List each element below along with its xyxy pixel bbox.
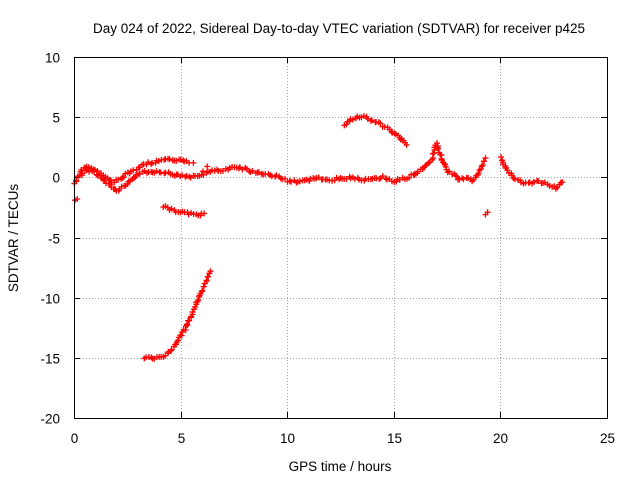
x-tick-label: 25 bbox=[600, 431, 615, 446]
data-point bbox=[382, 175, 389, 182]
data-point bbox=[482, 155, 489, 162]
data-point bbox=[199, 287, 206, 294]
data-point bbox=[403, 141, 410, 148]
data-point bbox=[368, 117, 375, 124]
data-point bbox=[165, 348, 172, 355]
data-point bbox=[85, 164, 92, 171]
data-point bbox=[186, 317, 193, 324]
data-point bbox=[364, 115, 371, 122]
data-point bbox=[207, 268, 214, 275]
data-point bbox=[179, 172, 186, 179]
y-tick-label: 0 bbox=[52, 171, 60, 186]
data-point bbox=[482, 211, 489, 218]
data-point bbox=[201, 210, 208, 217]
y-tick-label: 5 bbox=[52, 111, 60, 126]
data-point bbox=[460, 176, 467, 183]
data-point bbox=[435, 145, 442, 152]
y-tick-label: 10 bbox=[45, 51, 60, 66]
data-point bbox=[288, 178, 295, 185]
data-point bbox=[475, 170, 482, 177]
data-point bbox=[303, 176, 310, 183]
data-point bbox=[183, 321, 190, 328]
data-point bbox=[478, 163, 485, 170]
data-point bbox=[235, 165, 242, 172]
data-point bbox=[153, 168, 160, 175]
data-point bbox=[168, 346, 175, 353]
data-point bbox=[391, 130, 398, 137]
data-point bbox=[178, 332, 185, 339]
data-point bbox=[204, 163, 211, 170]
x-tick-label: 20 bbox=[493, 431, 508, 446]
data-point bbox=[422, 162, 429, 169]
data-point bbox=[200, 283, 207, 290]
series-4 bbox=[341, 112, 410, 148]
data-point bbox=[166, 156, 173, 163]
series-0 bbox=[71, 164, 419, 194]
data-point bbox=[434, 144, 441, 151]
data-point bbox=[430, 150, 437, 157]
data-point bbox=[406, 174, 413, 181]
x-tick-label: 5 bbox=[178, 431, 186, 446]
data-point bbox=[155, 158, 162, 165]
data-point bbox=[559, 179, 566, 186]
data-point bbox=[351, 175, 358, 182]
data-point bbox=[115, 176, 122, 183]
data-point bbox=[296, 178, 303, 185]
data-point bbox=[465, 174, 472, 181]
data-point bbox=[136, 170, 143, 177]
data-point bbox=[174, 337, 181, 344]
data-point bbox=[479, 162, 486, 169]
data-point bbox=[195, 297, 202, 304]
x-axis-label: GPS time / hours bbox=[289, 459, 392, 474]
data-point bbox=[379, 173, 386, 180]
data-point bbox=[273, 172, 280, 179]
data-series bbox=[71, 112, 566, 362]
data-point bbox=[511, 175, 518, 182]
data-point bbox=[189, 309, 196, 316]
data-point bbox=[343, 175, 350, 182]
data-point bbox=[349, 116, 356, 123]
data-point bbox=[478, 166, 485, 173]
series-3 bbox=[160, 203, 208, 219]
x-tick-label: 10 bbox=[280, 431, 295, 446]
data-point bbox=[173, 157, 180, 164]
data-point bbox=[498, 154, 505, 161]
data-point bbox=[249, 167, 256, 174]
data-point bbox=[530, 178, 537, 185]
data-point bbox=[148, 161, 155, 168]
series-7 bbox=[72, 159, 491, 218]
data-point bbox=[535, 178, 542, 185]
data-point bbox=[199, 168, 206, 175]
y-axis-label: SDTVAR / TECUs bbox=[6, 184, 21, 293]
data-point bbox=[190, 159, 197, 166]
data-point bbox=[360, 112, 367, 119]
series-2 bbox=[141, 268, 214, 362]
data-point bbox=[214, 166, 221, 173]
data-point bbox=[74, 195, 81, 202]
y-tick-label: -5 bbox=[48, 232, 60, 247]
data-point bbox=[453, 173, 460, 180]
y-tick-label: -15 bbox=[40, 352, 60, 367]
chart-title: Day 024 of 2022, Sidereal Day-to-day VTE… bbox=[93, 21, 585, 36]
y-tick-label: -10 bbox=[40, 292, 60, 307]
data-point bbox=[452, 172, 459, 179]
data-point bbox=[377, 120, 384, 127]
series-1 bbox=[77, 155, 193, 186]
data-point bbox=[446, 168, 453, 175]
x-tick-label: 15 bbox=[387, 431, 402, 446]
series-5 bbox=[411, 140, 489, 185]
plot-frame bbox=[74, 57, 608, 419]
data-point bbox=[480, 158, 487, 165]
data-point bbox=[205, 273, 212, 280]
series-6 bbox=[498, 154, 566, 192]
y-tick-label: -20 bbox=[40, 412, 60, 427]
data-point bbox=[120, 174, 127, 181]
x-tick-label: 0 bbox=[71, 431, 79, 446]
data-point bbox=[203, 277, 210, 284]
